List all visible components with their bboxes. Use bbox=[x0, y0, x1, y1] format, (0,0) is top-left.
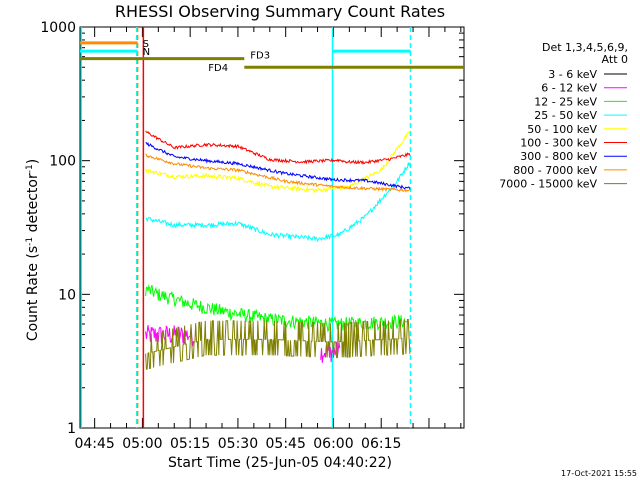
plot-frame bbox=[79, 26, 465, 429]
y-tick-label: 1000 bbox=[40, 20, 76, 36]
x-tick-label: 05:00 bbox=[122, 436, 162, 452]
flag-bar-label: S bbox=[143, 39, 149, 50]
legend-label: 50 - 100 keV bbox=[527, 123, 597, 136]
y-tick-label: 10 bbox=[58, 287, 76, 303]
legend-label: 300 - 800 keV bbox=[520, 150, 597, 163]
y-tick-label: 100 bbox=[49, 154, 76, 170]
legend-label: 12 - 25 keV bbox=[534, 95, 597, 108]
legend-header-line2: Att 0 bbox=[602, 53, 628, 66]
series-line bbox=[145, 142, 411, 190]
legend-header-line1: Det 1,3,4,5,6,9, bbox=[542, 41, 628, 54]
series-line bbox=[145, 324, 341, 363]
series-line bbox=[145, 162, 411, 243]
flag-bar-label: N bbox=[143, 47, 150, 58]
y-tick-label: 1 bbox=[67, 421, 76, 437]
legend-label: 7000 - 15000 keV bbox=[499, 178, 597, 191]
timestamp: 17-Oct-2021 15:55 bbox=[561, 469, 637, 478]
legend-label: 100 - 300 keV bbox=[520, 137, 597, 150]
chart-title: RHESSI Observing Summary Count Rates bbox=[115, 2, 445, 21]
legend-label: 3 - 6 keV bbox=[548, 68, 597, 81]
flag-bar-label: FD3 bbox=[250, 51, 270, 62]
flag-bar-label: FD4 bbox=[208, 63, 228, 74]
x-tick-label: 05:15 bbox=[170, 436, 210, 452]
series-line bbox=[145, 131, 411, 194]
x-tick-label: 05:45 bbox=[266, 436, 306, 452]
x-tick-label: 05:30 bbox=[218, 436, 258, 452]
y-axis-label: Count Rate (s-1 detector-1) bbox=[25, 159, 41, 341]
plot-area: 1 10 100 1000 04:45 05:00 05:15 05:30 05:45 06:00… bbox=[40, 20, 465, 452]
legend-label: 25 - 50 keV bbox=[534, 109, 597, 122]
x-tick-label: 04:45 bbox=[74, 436, 114, 452]
x-tick-label: 06:15 bbox=[361, 436, 401, 452]
x-axis-label: Start Time (25-Jun-05 04:40:22) bbox=[168, 455, 392, 471]
series-line bbox=[145, 153, 411, 193]
legend-label: 6 - 12 keV bbox=[541, 82, 597, 95]
series-line bbox=[145, 130, 411, 166]
series-line bbox=[145, 319, 411, 370]
legend-label: 800 - 7000 keV bbox=[513, 164, 597, 177]
x-tick-label: 06:00 bbox=[313, 436, 353, 452]
